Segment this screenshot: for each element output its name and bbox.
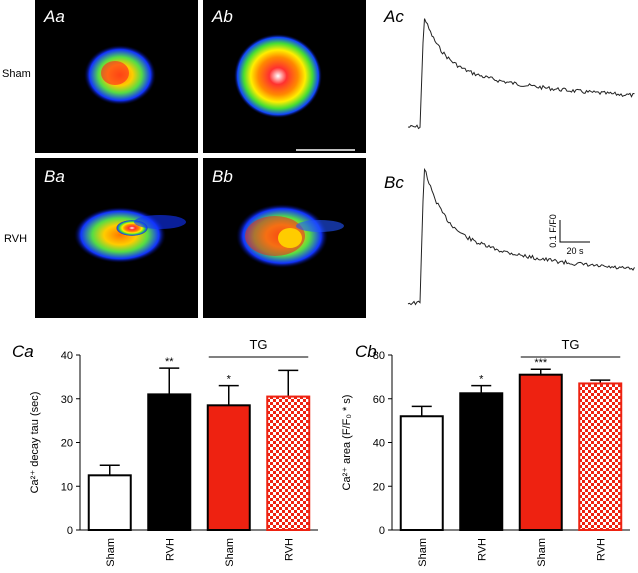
bar [399, 415, 444, 531]
x-tick-label: RVH [476, 538, 488, 561]
trace [407, 18, 635, 130]
scale-bar [559, 220, 590, 243]
y-tick-label: 20 [373, 481, 385, 493]
y-axis-label: Ca²⁺ decay tau (sec) [29, 392, 41, 494]
row-label: RVH [4, 233, 27, 245]
bar [206, 404, 251, 531]
x-tick-label: Sham [105, 538, 117, 567]
x-tick-label: Sham [417, 538, 429, 567]
panel-label: Ba [44, 167, 65, 186]
x-tick-label: RVH [283, 538, 295, 561]
panel-label: Ab [211, 7, 233, 26]
y-axis-label: Ca²⁺ area (F/F₀ * s) [341, 395, 353, 491]
significance: ** [165, 356, 174, 368]
bar [578, 382, 623, 531]
y-tick-label: 0 [67, 525, 73, 537]
panel-label: Aa [43, 7, 65, 26]
y-tick-label: 20 [61, 438, 73, 450]
x-tick-label: RVH [595, 538, 607, 561]
scale-label: 0.1 F/F0 [548, 214, 558, 248]
y-tick-label: 30 [61, 394, 73, 406]
scale-label: 20 s [566, 246, 584, 256]
trace [407, 167, 635, 306]
bar [147, 393, 192, 531]
group-label: TG [561, 337, 579, 352]
x-tick-label: RVH [164, 538, 176, 561]
group-label: TG [249, 337, 267, 352]
row-label: Sham [2, 68, 31, 80]
y-tick-label: 80 [373, 350, 385, 362]
significance: * [479, 374, 484, 386]
significance: * [227, 374, 232, 386]
bar [266, 395, 311, 531]
bar [518, 373, 563, 531]
x-tick-label: Sham [536, 538, 548, 567]
bar [87, 474, 132, 531]
x-tick-label: Sham [224, 538, 236, 567]
significance: *** [534, 357, 548, 369]
panel-label: Ca [12, 342, 34, 361]
y-tick-label: 40 [373, 438, 385, 450]
y-tick-label: 10 [61, 481, 73, 493]
image-panels [35, 0, 366, 318]
panel-label: Bc [384, 173, 404, 192]
y-tick-label: 0 [379, 525, 385, 537]
panel-label: Bb [212, 167, 233, 186]
panel-label: Cb [355, 342, 377, 361]
bar [459, 392, 504, 531]
y-tick-label: 60 [373, 394, 385, 406]
panel-label: Ac [383, 7, 404, 26]
y-tick-label: 40 [61, 350, 73, 362]
